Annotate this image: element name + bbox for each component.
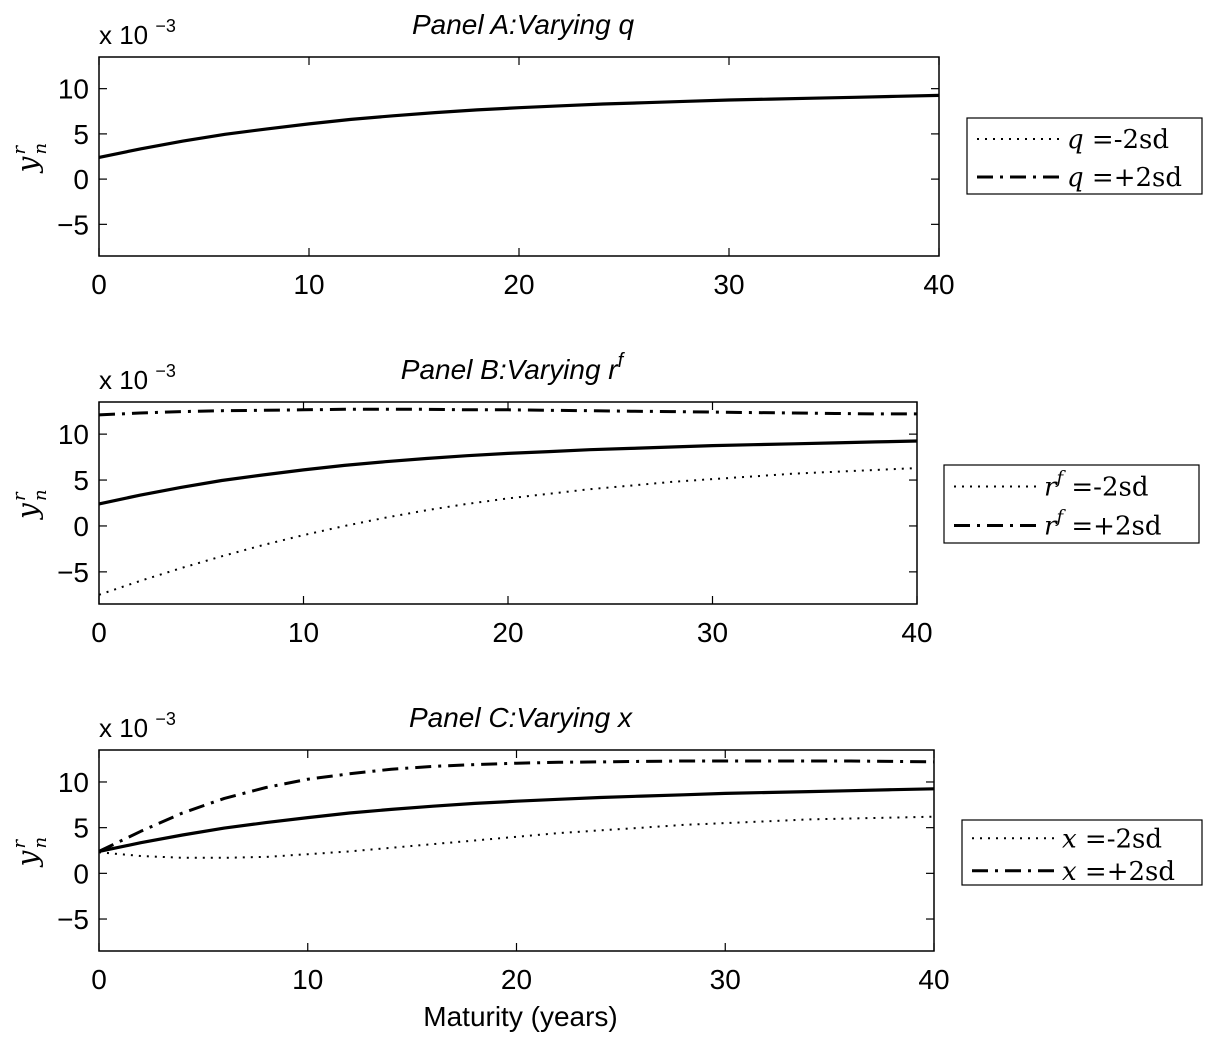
y-axis-label-main: y [11,850,44,869]
legend: q =-2sd q =+2sd [966,117,1203,195]
legend-box [961,819,1203,886]
x-tick-label: 40 [918,964,949,995]
x-tick-label: 20 [492,617,523,648]
y-axis-label-sub: n [30,143,51,155]
y-tick-label: 0 [73,511,89,542]
legend-label: rf =-2sd [1044,468,1148,503]
legend-label: rf =+2sd [1044,507,1161,542]
x-tick-label: 30 [697,617,728,648]
x-tick-label: 40 [901,617,932,648]
y-axis-label-main: y [11,502,44,521]
legend-label: q =-2sd [1067,125,1169,155]
x-tick-label: 30 [710,964,741,995]
y-tick-label: 5 [73,465,89,496]
y-axis-label: yr n [9,489,51,521]
x-tick-label: 0 [91,617,107,648]
legend-box [966,117,1203,195]
y-axis-label-sub: n [30,837,51,849]
legend-label: x =-2sd [1062,824,1162,854]
x-tick-label: 40 [923,269,954,300]
y-tick-label: −5 [57,904,89,935]
legend: rf =-2sd rf =+2sd [943,464,1200,544]
axis-scale-label: x 10 −3 [99,361,176,395]
x-axis-label: Maturity (years) [423,1001,617,1032]
x-tick-label: 20 [503,269,534,300]
legend-box [943,464,1200,544]
x-tick-label: 0 [91,964,107,995]
y-axis-label-sup: r [9,491,30,501]
series-line-solid [98,439,918,506]
legend-label: q =+2sd [1067,163,1182,193]
x-tick-label: 0 [91,269,107,300]
panel-title: Panel B:Varying rf [401,350,626,385]
series-line-dotted [98,815,935,859]
plot-area [98,56,940,257]
x-tick-label: 20 [501,964,532,995]
y-axis-label: yr n [9,143,51,175]
y-tick-label: 5 [73,813,89,844]
panel-title: Panel C:Varying x [409,702,633,733]
plot-area [98,401,918,605]
y-axis-label-main: y [11,156,44,175]
y-tick-label: 5 [73,119,89,150]
y-axis-label-sup: r [9,145,30,155]
y-axis-label-sub: n [30,489,51,501]
series-line-solid [98,787,935,853]
y-tick-label: 0 [73,858,89,889]
x-tick-label: 30 [713,269,744,300]
y-axis-label-sup: r [9,839,30,849]
x-tick-label: 10 [293,269,324,300]
x-tick-label: 10 [288,617,319,648]
y-tick-label: 10 [58,419,89,450]
series-line-dotted [98,467,918,596]
y-tick-label: 10 [58,767,89,798]
y-tick-label: 0 [73,164,89,195]
x-tick-label: 10 [292,964,323,995]
series-line-solid [98,93,940,159]
y-tick-label: −5 [57,209,89,240]
y-tick-label: −5 [57,557,89,588]
axis-scale-label: x 10 −3 [99,16,176,50]
axis-scale-label: x 10 −3 [99,709,176,743]
y-axis-label: yr n [9,837,51,869]
series-line-dashdot [98,759,935,853]
y-tick-label: 10 [58,74,89,105]
legend-label: x =+2sd [1062,857,1175,887]
panel-title: Panel A:Varying q [412,9,634,40]
series-line-dashdot [98,407,917,417]
plot-area [98,749,935,952]
